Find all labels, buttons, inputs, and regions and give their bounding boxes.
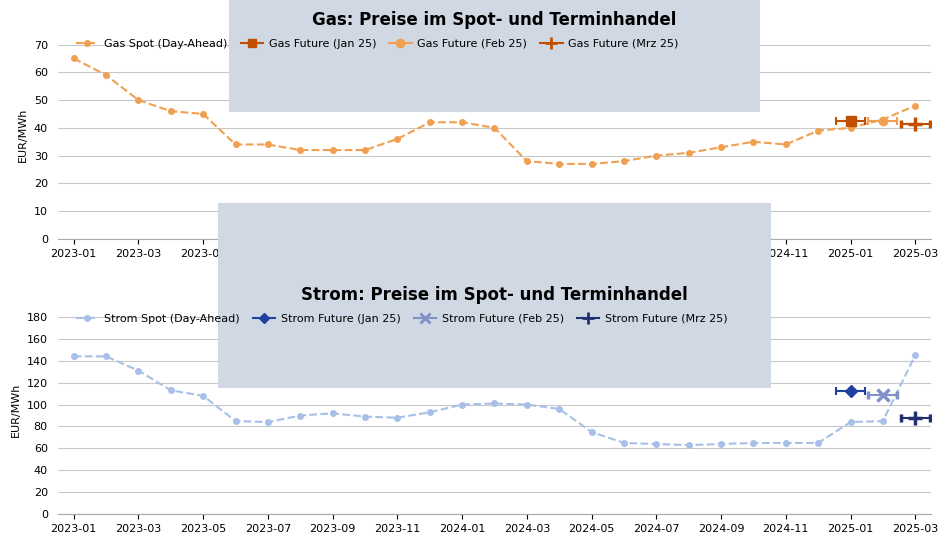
Legend: Strom Spot (Day-Ahead), Strom Future (Jan 25), Strom Future (Feb 25), Strom Futu: Strom Spot (Day-Ahead), Strom Future (Ja… [71,310,732,328]
Title: Strom: Preise im Spot- und Terminhandel: Strom: Preise im Spot- und Terminhandel [301,286,688,305]
Y-axis label: EUR/MWh: EUR/MWh [18,107,29,162]
Legend: Gas Spot (Day-Ahead), Gas Future (Jan 25), Gas Future (Feb 25), Gas Future (Mrz : Gas Spot (Day-Ahead), Gas Future (Jan 25… [71,34,683,53]
Title: Gas: Preise im Spot- und Terminhandel: Gas: Preise im Spot- und Terminhandel [312,11,677,29]
Y-axis label: EUR/MWh: EUR/MWh [11,383,21,437]
